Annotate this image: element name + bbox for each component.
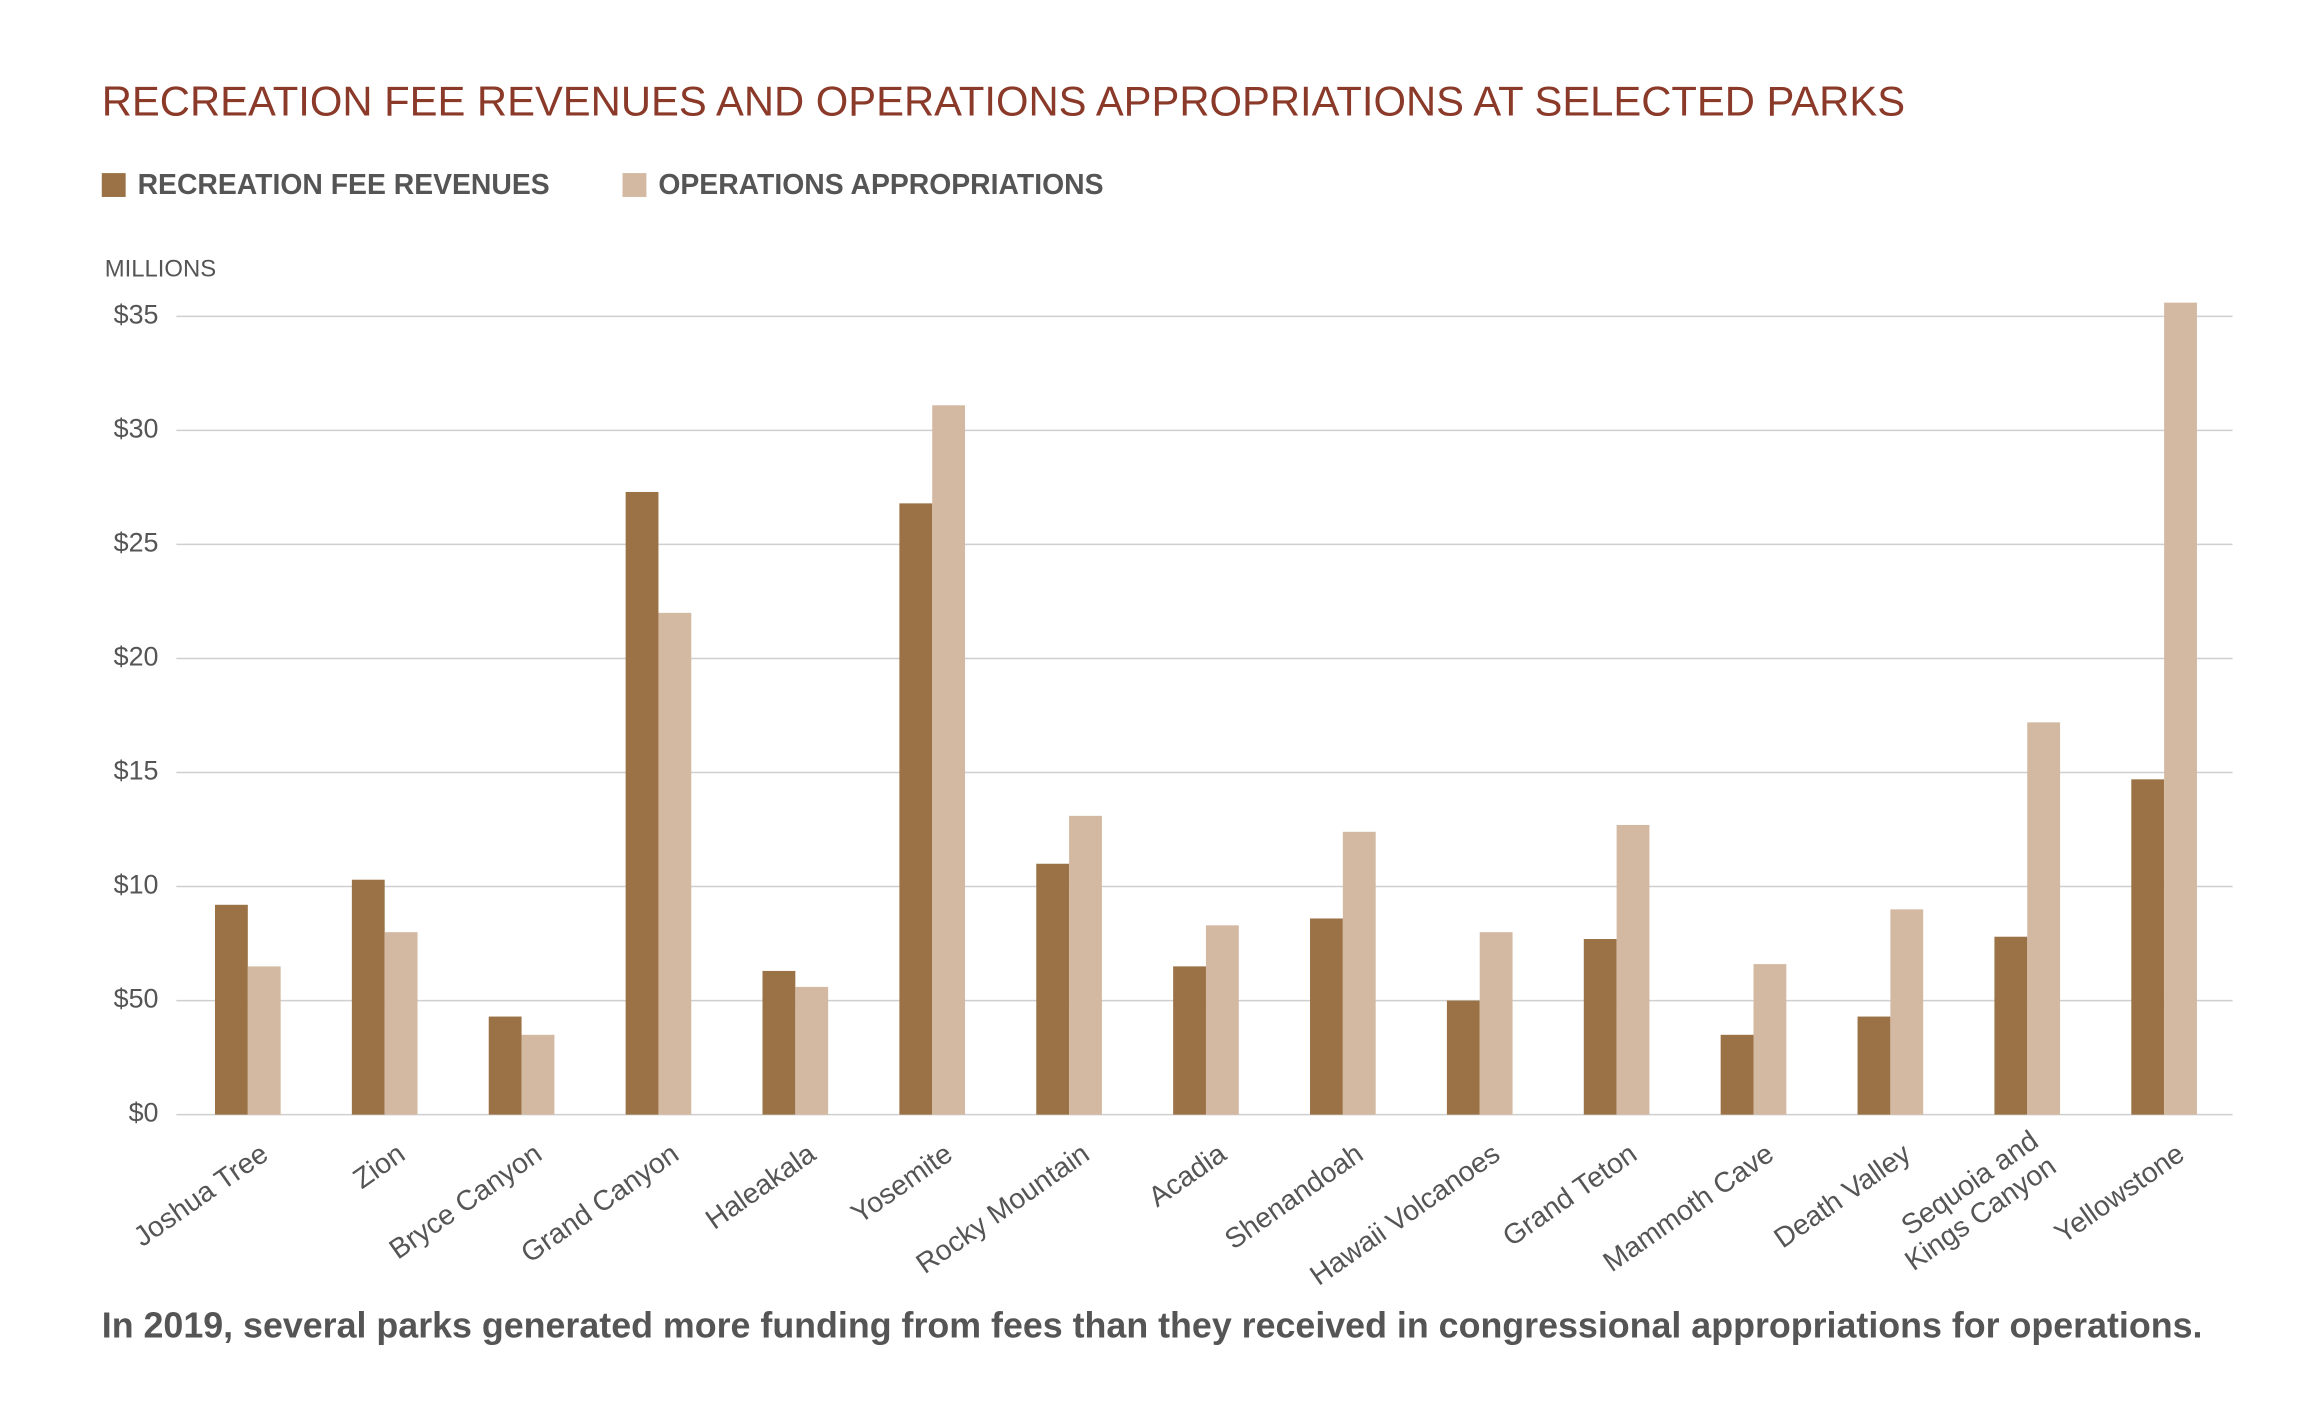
bar [1994, 936, 2028, 1115]
bar [1173, 966, 1206, 1115]
bar [1205, 925, 1239, 1115]
x-tick-label: Yosemite [845, 1138, 958, 1230]
x-tick-label: Haleakala [700, 1137, 822, 1236]
bar [1036, 863, 1070, 1115]
y-tick-label: $15 [114, 756, 159, 786]
x-tick-label: Yellowstone [2049, 1138, 2190, 1250]
bar [1753, 964, 1787, 1115]
bar [1069, 815, 1102, 1115]
bar [1479, 932, 1513, 1115]
x-tick-label: Zion [347, 1138, 411, 1196]
y-tick-label: $35 [114, 299, 159, 329]
legend-label: RECREATION FEE REVENUES [138, 169, 550, 201]
x-tick-label: Acadia [1143, 1137, 1233, 1213]
bar [1720, 1034, 1754, 1115]
y-tick-label: $0 [129, 1098, 159, 1128]
bar [2131, 779, 2165, 1115]
bar [625, 491, 659, 1115]
bar [1310, 918, 1343, 1115]
bar [795, 986, 829, 1115]
y-tick-label: $10 [114, 870, 159, 900]
x-tick-label: Death Valley [1768, 1137, 1917, 1255]
bar [1342, 831, 1376, 1115]
x-tick-label: Sequoia andKings Canyon [1882, 1125, 2063, 1278]
bar [899, 503, 933, 1115]
bar [351, 879, 385, 1115]
bar [2164, 302, 2197, 1115]
bar [1890, 909, 1924, 1115]
bar [932, 405, 966, 1115]
y-axis-label: MILLIONS [105, 255, 216, 282]
y-tick-label: $20 [114, 642, 159, 672]
bar [658, 612, 692, 1115]
y-tick-label: $50 [114, 984, 159, 1014]
bar [1857, 1016, 1891, 1115]
legend-swatch [622, 173, 647, 197]
bar [2027, 722, 2061, 1115]
chart-title: RECREATION FEE REVENUES AND OPERATIONS A… [102, 77, 1905, 124]
bar [1583, 939, 1617, 1115]
bar [1446, 1000, 1480, 1115]
bar [762, 970, 796, 1115]
bar [247, 966, 281, 1115]
legend-label: OPERATIONS APPROPRIATIONS [658, 169, 1103, 201]
y-tick-label: $30 [114, 413, 159, 443]
bar [488, 1016, 522, 1115]
bar [521, 1034, 555, 1115]
x-tick-label: Joshua Tree [128, 1138, 274, 1254]
y-tick-label: $25 [114, 528, 159, 558]
bar [384, 932, 418, 1115]
legend-swatch [101, 173, 126, 197]
bar [214, 904, 248, 1115]
caption: In 2019, several parks generated more fu… [102, 1305, 2203, 1345]
bar [1616, 824, 1650, 1115]
